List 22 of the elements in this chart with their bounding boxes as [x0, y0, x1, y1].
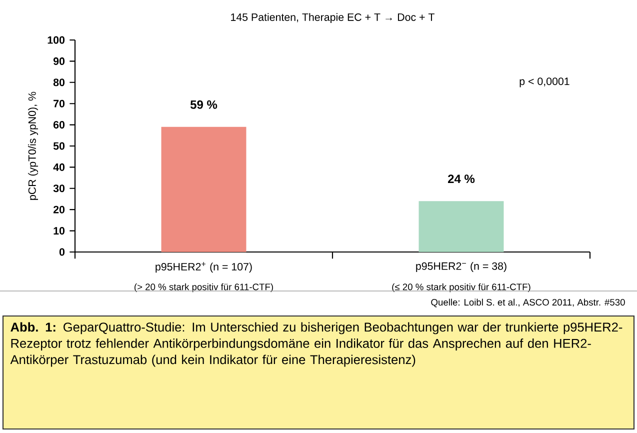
text: (≤ 20 % stark positiv für 611-CTF): [392, 283, 530, 292]
data-label: 24 %: [448, 174, 475, 184]
y-tick-label: 80: [53, 78, 65, 86]
data-label: 59 %: [190, 100, 218, 109]
y-tick-label: 100: [48, 36, 65, 44]
y-tick-label: 10: [54, 227, 65, 235]
y-tick-label: 20: [53, 206, 65, 214]
text: (> 20 % stark positiv für 611-CTF): [134, 283, 273, 292]
chart-title: 145 Patienten, Therapie EC + T → Doc + T: [231, 13, 434, 24]
y-tick-label: 30: [53, 184, 65, 192]
text: Abb. 1: GeparQuattro-Studie: Im Unterschied zu bisherigen Beobachtungen war der trunkierte p95HER2-Rezeptor trotz fehlender Antikörperbindungsdomäne ein Indikator für das Ansprechen auf den HER2-Antikörper Trastuzumab (und kein Indikator für eine Therapieresistenz): [10, 322, 622, 367]
y-tick-label: 60: [53, 121, 65, 129]
annotation: p < 0,0001: [520, 78, 570, 88]
y-tick-label: 0: [59, 248, 65, 256]
source-note: Quelle: Loibl S. et al., ASCO 2011, Abstr. #530: [431, 298, 625, 308]
y-axis-title: pCR (ypT0/is ypN0), %: [28, 92, 38, 200]
y-tick-label: 50: [53, 142, 65, 150]
y-tick-label: 70: [54, 100, 65, 108]
x-tick-label: p95HER2$^{−}$ (n = 38): [416, 262, 506, 272]
y-tick-label: 90: [53, 57, 65, 65]
x-tick-label: p95HER2$^{+}$ (n = 107): [156, 262, 252, 273]
y-tick-label: 40: [53, 163, 65, 171]
